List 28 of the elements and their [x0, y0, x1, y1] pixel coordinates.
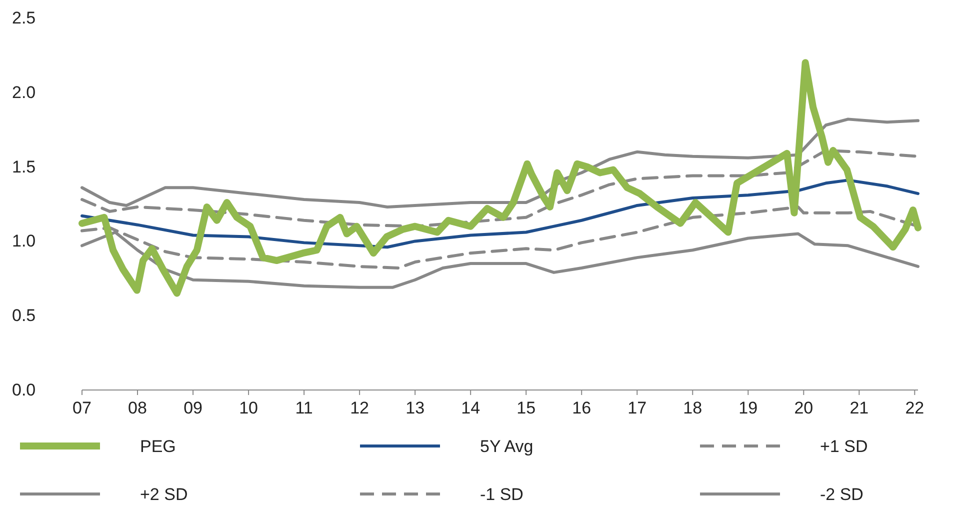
legend-label: +2 SD — [140, 485, 188, 504]
x-tick-label: 21 — [850, 398, 869, 418]
x-tick-label: 22 — [905, 398, 924, 418]
x-tick-label: 09 — [184, 398, 202, 418]
x-tick-label: 17 — [628, 398, 647, 418]
x-tick-label: 13 — [406, 398, 425, 418]
x-tick-label: 16 — [572, 398, 592, 418]
y-tick-label: 0.5 — [12, 306, 36, 326]
legend-label: -2 SD — [820, 485, 864, 504]
x-tick-label: 07 — [72, 398, 92, 418]
x-tick-label: 11 — [295, 398, 313, 418]
x-tick-label: 18 — [683, 398, 702, 418]
x-tick-label: 08 — [128, 398, 147, 418]
x-tick-label: 14 — [461, 398, 480, 418]
x-tick-label: 20 — [794, 398, 814, 418]
y-tick-label: 1.0 — [12, 232, 36, 251]
y-tick-label: 1.5 — [12, 157, 36, 176]
x-tick-label: 15 — [516, 398, 536, 418]
legend-label: +1 SD — [820, 437, 868, 456]
y-tick-label: 2.5 — [12, 8, 36, 28]
y-tick-label: 0.0 — [12, 380, 36, 400]
y-tick-label: 2.0 — [12, 82, 36, 102]
x-tick-label: 12 — [350, 398, 370, 418]
x-tick-label: 19 — [738, 398, 758, 418]
x-tick-label: 10 — [239, 398, 258, 418]
legend-label: 5Y Avg — [480, 437, 534, 456]
legend-label: PEG — [140, 437, 176, 456]
legend-label: -1 SD — [480, 485, 524, 504]
